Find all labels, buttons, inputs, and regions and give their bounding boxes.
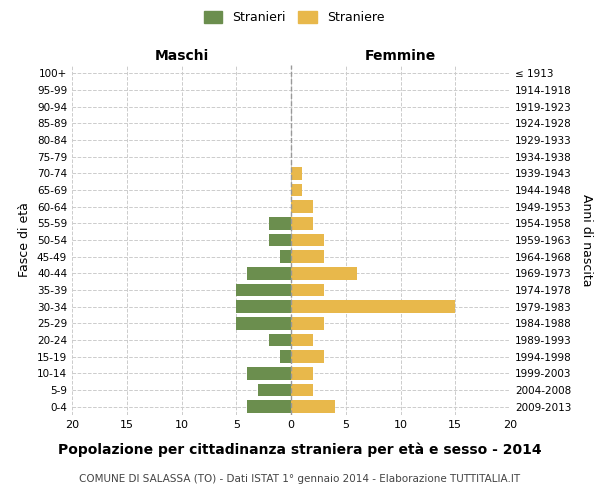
Bar	[291, 367, 313, 380]
Bar	[269, 217, 291, 230]
Bar	[291, 334, 313, 346]
Bar	[269, 334, 291, 346]
Bar	[291, 217, 313, 230]
Text: Maschi: Maschi	[154, 48, 209, 62]
Bar	[236, 284, 291, 296]
Y-axis label: Fasce di età: Fasce di età	[19, 202, 31, 278]
Bar	[236, 300, 291, 313]
Bar	[280, 350, 291, 363]
Text: COMUNE DI SALASSA (TO) - Dati ISTAT 1° gennaio 2014 - Elaborazione TUTTITALIA.IT: COMUNE DI SALASSA (TO) - Dati ISTAT 1° g…	[79, 474, 521, 484]
Bar	[236, 317, 291, 330]
Bar	[291, 167, 302, 179]
Bar	[269, 234, 291, 246]
Bar	[291, 284, 324, 296]
Bar	[280, 250, 291, 263]
Bar	[291, 400, 335, 413]
Bar	[291, 234, 324, 246]
Bar	[291, 250, 324, 263]
Bar	[291, 317, 324, 330]
Bar	[258, 384, 291, 396]
Bar	[291, 200, 313, 213]
Y-axis label: Anni di nascita: Anni di nascita	[580, 194, 593, 286]
Bar	[291, 384, 313, 396]
Bar	[291, 267, 357, 280]
Legend: Stranieri, Straniere: Stranieri, Straniere	[199, 6, 389, 29]
Text: Popolazione per cittadinanza straniera per età e sesso - 2014: Popolazione per cittadinanza straniera p…	[58, 442, 542, 457]
Bar	[291, 300, 455, 313]
Bar	[291, 350, 324, 363]
Bar	[291, 184, 302, 196]
Bar	[247, 400, 291, 413]
Bar	[247, 267, 291, 280]
Bar	[247, 367, 291, 380]
Text: Femmine: Femmine	[365, 48, 436, 62]
